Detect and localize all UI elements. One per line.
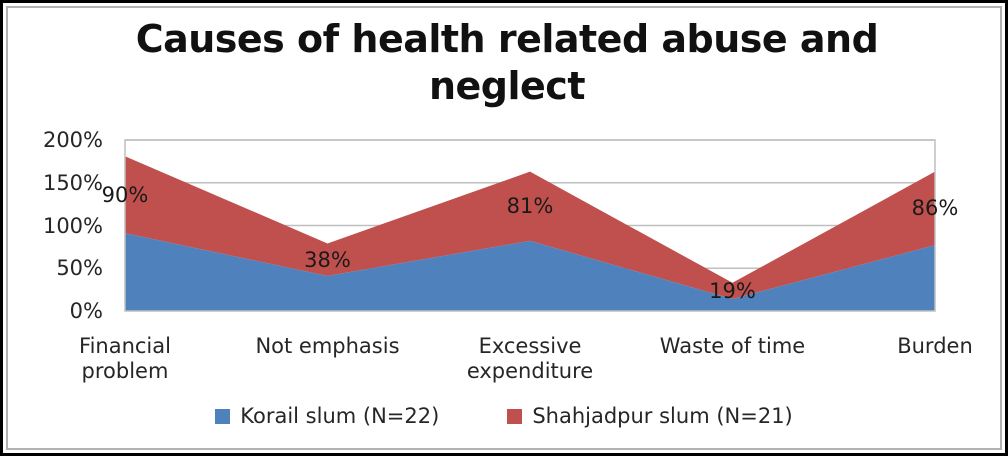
y-tick-label: 150% [42, 170, 103, 195]
x-category-label: Waste of time [659, 334, 806, 358]
legend-item-korail: Korail slum (N=22) [215, 404, 439, 428]
legend-swatch-icon [215, 408, 231, 424]
data-label-shahjadpur: 19% [709, 278, 756, 303]
legend-swatch-icon [507, 408, 523, 424]
x-category-label: Burden [897, 334, 973, 358]
x-category-label: Not emphasis [255, 334, 400, 358]
data-label-shahjadpur: 90% [101, 182, 149, 207]
data-label-shahjadpur: 38% [304, 247, 351, 272]
chart-legend: Korail slum (N=22) Shahjadpur slum (N=21) [3, 404, 1005, 428]
y-tick-label: 0% [69, 299, 103, 323]
x-category-label: Excessive expenditure [466, 334, 594, 383]
plot-area [124, 139, 936, 312]
y-tick-label: 100% [42, 213, 103, 238]
chart-title: Causes of health related abuse and negle… [135, 17, 879, 108]
legend-item-shahjadpur: Shahjadpur slum (N=21) [507, 404, 793, 428]
series-area-shahjadpur [125, 156, 935, 300]
x-category-label: Financial problem [79, 334, 171, 383]
y-tick-label: 200% [42, 128, 103, 152]
legend-label: Korail slum (N=22) [240, 404, 440, 428]
plot-border [124, 139, 936, 312]
y-tick-label: 50% [56, 256, 103, 281]
data-label-shahjadpur: 81% [506, 194, 554, 219]
legend-label: Shahjadpur slum (N=21) [532, 404, 793, 428]
data-label-shahjadpur: 86% [911, 196, 959, 221]
series-area-korail [125, 233, 935, 311]
